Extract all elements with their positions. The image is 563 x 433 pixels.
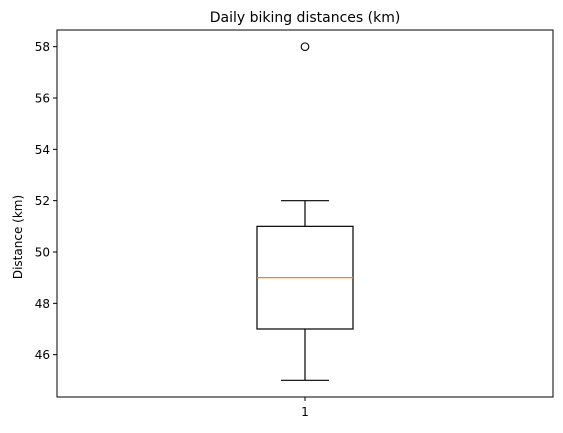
y-tick-label: 54	[35, 143, 50, 157]
y-tick-label: 48	[35, 297, 50, 311]
plot-area: 46 48 50 52 54 56 58 1	[35, 29, 554, 419]
y-tick-label: 58	[35, 40, 50, 54]
y-tick-label: 46	[35, 348, 50, 362]
y-axis-label: Distance (km)	[11, 195, 25, 279]
x-tick-label: 1	[301, 405, 309, 419]
chart-title: Daily biking distances (km)	[210, 10, 401, 26]
outlier-point	[300, 42, 310, 52]
y-tick-label: 52	[35, 194, 50, 208]
y-tick-label: 50	[35, 245, 50, 259]
y-tick-label: 56	[35, 92, 50, 106]
